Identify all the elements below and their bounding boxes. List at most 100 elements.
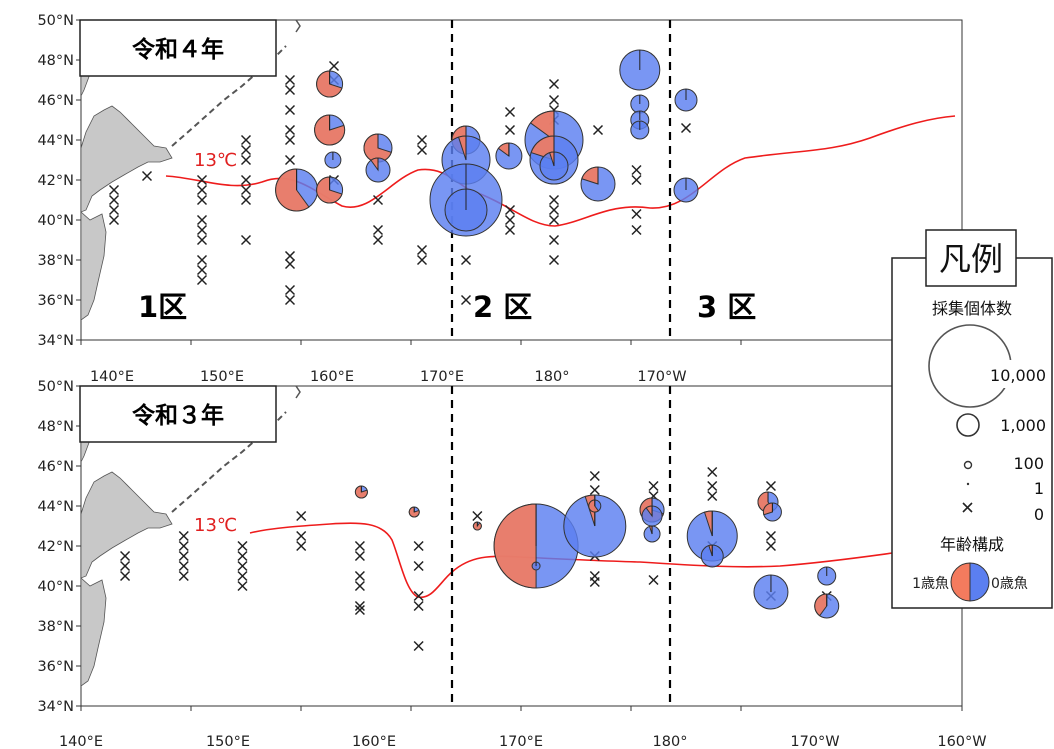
catch-pie-marker <box>563 494 627 558</box>
zero-catch-x-marker <box>284 134 296 146</box>
zero-catch-x-marker <box>240 184 252 196</box>
zero-catch-x-marker <box>631 164 642 176</box>
catch-pie-marker <box>444 188 488 232</box>
legend-circle-1000 <box>956 413 980 437</box>
catch-pie-marker <box>275 168 319 212</box>
zero-catch-x-marker <box>548 254 560 266</box>
zero-catch-x-marker <box>284 84 296 96</box>
panel-content <box>81 20 956 340</box>
catch-pie-marker <box>316 176 344 204</box>
zero-catch-x-marker <box>765 480 776 492</box>
map-panel-2022: 34°N 36°N 38°N 40°N 42°N 44°N 46°N 48°N … <box>37 13 963 385</box>
zero-catch-x-marker <box>372 194 384 206</box>
zero-catch-x-marker <box>284 74 296 86</box>
zero-catch-x-marker <box>284 104 296 116</box>
year-box <box>79 19 277 77</box>
lat-label: 46°N <box>37 459 74 475</box>
zero-catch-x-marker <box>354 570 365 582</box>
pie-age1-part <box>814 593 828 617</box>
zero-catch-x-marker <box>631 224 642 236</box>
zero-catch-x-marker <box>237 550 248 562</box>
zero-catch-x-marker <box>108 204 120 216</box>
zero-catch-x-marker <box>196 194 208 206</box>
zero-catch-x-marker <box>196 214 208 226</box>
lon-label: 170°W <box>790 734 839 749</box>
zero-catch-x-marker <box>196 264 208 276</box>
lon-label: 150°E <box>206 734 250 749</box>
catch-pie-marker <box>580 166 616 202</box>
catch-pie-marker <box>630 120 650 140</box>
zero-catch-x-marker <box>240 234 252 246</box>
zero-catch-x-marker <box>108 184 120 196</box>
zero-catch-x-marker <box>240 154 252 166</box>
zero-catch-x-marker <box>413 640 424 652</box>
zero-catch-x-marker <box>196 254 208 266</box>
legend-age1-label: 1歳魚 <box>912 576 949 592</box>
pie-age1-part <box>408 506 420 518</box>
zero-catch-x-marker <box>413 560 424 572</box>
zero-catch-x-marker <box>548 204 560 216</box>
catch-pie-marker <box>700 544 724 568</box>
lat-label: 34°N <box>37 333 74 349</box>
legend-size-label: 1 <box>1034 479 1044 498</box>
kuril-islands <box>171 45 287 147</box>
zero-catch-x-marker <box>354 604 365 616</box>
lat-label: 44°N <box>37 133 74 149</box>
catch-pie-marker <box>686 510 738 562</box>
lat-label: 42°N <box>37 173 74 189</box>
hokkaido-land <box>81 105 173 213</box>
zero-catch-x-marker <box>108 194 120 206</box>
zero-catch-x-marker <box>504 214 516 226</box>
zero-catch-x-marker <box>296 540 307 552</box>
zero-catch-x-marker <box>296 510 307 522</box>
lat-ticks <box>76 19 81 341</box>
zero-catch-x-marker <box>178 550 189 562</box>
catch-pie-marker <box>643 525 661 543</box>
kamchatka-tip <box>295 386 301 399</box>
lat-axis-2021: 34°N 36°N 38°N 40°N 42°N 44°N 46°N 48°N … <box>37 379 81 715</box>
zero-catch-x-marker <box>328 60 340 72</box>
legend-age1-half <box>950 562 971 602</box>
legend-frame <box>891 257 1053 609</box>
catch-pie-markers <box>354 485 840 619</box>
lon-ticks <box>80 340 742 345</box>
lon-ticks <box>80 706 963 711</box>
legend-dot-1 <box>966 482 970 486</box>
zero-catch-x-marker <box>296 530 307 542</box>
zero-catch-x-marker <box>460 254 472 266</box>
lon-label: 170°E <box>499 734 543 749</box>
zero-catch-x-marker <box>648 574 659 586</box>
zero-catch-x-marker <box>237 580 248 592</box>
zero-catch-x-marker <box>472 510 483 522</box>
zero-catch-x-marker <box>413 600 424 612</box>
zero-catch-x-marker <box>504 124 516 136</box>
zero-catch-x-marker <box>284 154 296 166</box>
lon-label: 150°E <box>200 369 244 385</box>
zero-catch-x-marker <box>120 560 131 572</box>
legend-size-heading: 採集個体数 <box>932 299 1012 318</box>
pie-age1-part <box>493 503 537 589</box>
zero-catch-x-marker <box>548 214 560 226</box>
catch-pie-marker <box>539 151 569 181</box>
lat-label: 38°N <box>37 253 74 269</box>
zero-catch-x-marker <box>284 250 296 262</box>
legend-age0-label: 0歳魚 <box>991 576 1028 592</box>
lon-label: 140°E <box>59 734 103 749</box>
kamchatka-tip <box>295 20 301 33</box>
zero-catch-x-marker <box>240 134 252 146</box>
zero-catch-x-marker <box>648 480 659 492</box>
zero-catch-x-marker <box>178 530 189 542</box>
zero-catch-x-marker <box>460 294 472 306</box>
zero-catch-x-marker <box>108 214 120 226</box>
zero-catch-x-marker <box>413 590 424 602</box>
legend-title: 凡例 <box>939 240 1003 278</box>
zero-catch-x-marker <box>504 224 516 236</box>
kuril-islands <box>171 411 287 513</box>
catch-pie-marker <box>472 521 482 531</box>
legend-age0-half <box>969 562 990 602</box>
legend-size-label: 100 <box>1013 454 1044 473</box>
catch-pie-marker <box>531 561 541 571</box>
pie-age1-part <box>354 485 368 499</box>
catch-pie-marker <box>673 177 699 203</box>
